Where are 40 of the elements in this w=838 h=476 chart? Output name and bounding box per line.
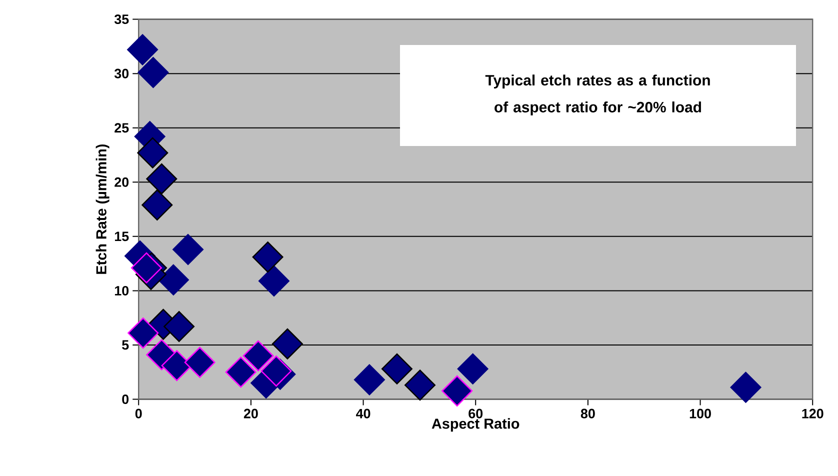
point	[137, 137, 168, 168]
annotation: Typical etch rates as a function of aspect ratio for ~20% load	[485, 74, 710, 116]
point	[172, 234, 204, 265]
x-tick-label: 0	[135, 408, 142, 418]
y-axis-title: Etch Rate (µm/min)	[96, 144, 110, 274]
point	[354, 364, 385, 396]
point	[146, 163, 178, 194]
point	[457, 353, 488, 384]
point	[242, 340, 274, 372]
y-tick-label: 35	[114, 14, 129, 24]
y-tick-label: 20	[114, 177, 129, 187]
point	[138, 56, 169, 88]
point	[225, 356, 256, 388]
x-tick-label: 100	[690, 408, 711, 418]
point	[128, 318, 159, 349]
point	[184, 346, 216, 378]
point	[158, 264, 189, 296]
x-tick-label: 40	[356, 408, 370, 418]
point	[272, 328, 303, 360]
point	[381, 353, 412, 384]
point	[442, 375, 473, 406]
point	[142, 189, 173, 220]
x-axis-title: Aspect Ratio	[432, 418, 520, 432]
point	[130, 252, 162, 284]
y-tick-label: 15	[114, 232, 129, 242]
point	[404, 370, 436, 401]
y-tick-label: 10	[114, 286, 129, 296]
point	[164, 311, 195, 342]
y-tick-label: 25	[114, 123, 129, 133]
point	[258, 265, 290, 296]
x-tick-label: 60	[468, 408, 483, 418]
y-tick-label: 0	[122, 394, 129, 404]
y-tick-label: 30	[114, 68, 129, 78]
point	[730, 372, 762, 403]
point	[127, 34, 158, 66]
x-tick-label: 80	[580, 408, 595, 418]
x-tick-label: 20	[244, 408, 258, 418]
y-tick-label: 5	[122, 340, 129, 350]
point	[252, 242, 284, 273]
x-tick-label: 120	[802, 408, 824, 418]
